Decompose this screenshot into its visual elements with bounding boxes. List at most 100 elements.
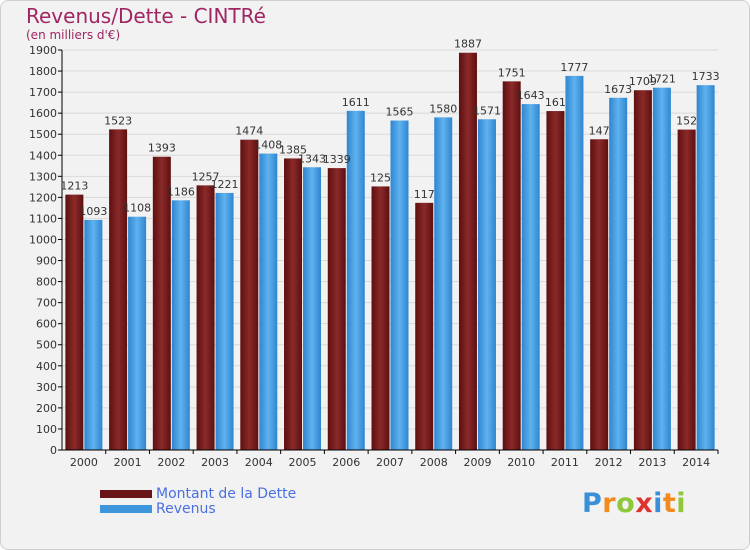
bar-revenus — [84, 219, 103, 450]
data-label-dette: 1887 — [454, 38, 482, 51]
bar-revenus — [259, 153, 278, 450]
bar-dette — [240, 139, 259, 450]
data-label-revenus: 1221 — [211, 178, 239, 191]
x-tick-label: 2014 — [682, 456, 710, 469]
y-tick-label: 600 — [36, 318, 57, 331]
bar-revenus — [696, 85, 715, 450]
logo-letter: P — [582, 488, 603, 519]
x-tick-label: 2012 — [595, 456, 623, 469]
y-tick-label: 1200 — [29, 191, 57, 204]
proxiti-logo: Proxiti — [582, 488, 686, 519]
x-tick-label: 2004 — [245, 456, 273, 469]
bar-dette — [196, 185, 215, 451]
y-tick-label: 1000 — [29, 233, 57, 246]
data-label-revenus: 1093 — [79, 205, 107, 218]
data-label-revenus: 1580 — [429, 102, 457, 115]
logo-letter: r — [602, 488, 617, 519]
bar-dette — [371, 186, 390, 450]
legend-swatch-revenus — [100, 504, 152, 513]
bar-dette — [327, 168, 346, 450]
bar-revenus — [609, 97, 628, 450]
data-label-dette: 1523 — [104, 114, 132, 127]
bar-revenus — [565, 75, 584, 450]
logo-letter: i — [676, 488, 687, 519]
data-label-dette: 152 — [676, 115, 697, 128]
bar-revenus — [477, 119, 496, 451]
data-label-dette: 117 — [414, 188, 435, 201]
bar-dette — [152, 156, 171, 450]
data-label-dette: 125 — [370, 171, 391, 184]
bar-dette — [546, 111, 565, 450]
x-tick-label: 2006 — [332, 456, 360, 469]
y-tick-label: 500 — [36, 339, 57, 352]
data-label-dette: 1385 — [279, 143, 307, 156]
data-label-revenus: 1186 — [167, 185, 195, 198]
x-tick-label: 2013 — [638, 456, 666, 469]
x-tick-label: 2008 — [420, 456, 448, 469]
data-label-revenus: 1108 — [123, 202, 151, 215]
data-label-dette: 1474 — [235, 125, 263, 138]
data-label-dette: 1257 — [192, 170, 220, 183]
bar-dette — [109, 129, 128, 451]
y-tick-label: 1100 — [29, 212, 57, 225]
bar-revenus — [434, 117, 453, 451]
bar-revenus — [215, 192, 234, 450]
bar-revenus — [521, 104, 540, 451]
data-label-dette: 161 — [545, 96, 566, 109]
data-label-dette: 147 — [589, 124, 610, 137]
y-tick-label: 1300 — [29, 170, 57, 183]
x-tick-label: 2005 — [289, 456, 317, 469]
x-tick-label: 2009 — [463, 456, 491, 469]
chart-subtitle: (en milliers d'€) — [26, 28, 121, 42]
data-label-dette: 1393 — [148, 142, 176, 155]
data-label-revenus: 1721 — [648, 73, 676, 86]
y-tick-label: 300 — [36, 381, 57, 394]
legend-swatch-dette — [100, 489, 152, 498]
data-label-revenus: 1733 — [692, 70, 720, 83]
logo-letter: o — [616, 488, 636, 519]
bar-dette — [677, 129, 696, 450]
bars-layer — [65, 52, 715, 451]
bar-revenus — [303, 167, 322, 450]
y-tick-label: 1800 — [29, 65, 57, 78]
y-tick-label: 1600 — [29, 107, 57, 120]
bar-revenus — [346, 110, 365, 450]
y-tick-label: 1900 — [29, 44, 57, 57]
bar-dette — [633, 90, 652, 451]
data-label-revenus: 1343 — [298, 152, 326, 165]
bar-revenus — [390, 120, 409, 451]
data-label-dette: 1213 — [60, 180, 88, 193]
bar-dette — [284, 158, 303, 450]
data-label-dette: 1339 — [323, 153, 351, 166]
y-tick-label: 700 — [36, 297, 57, 310]
bar-revenus — [128, 216, 147, 450]
data-label-revenus: 1611 — [342, 96, 370, 109]
chart-title: Revenus/Dette - CINTRé — [26, 4, 266, 28]
x-tick-label: 2001 — [114, 456, 142, 469]
x-tick-label: 2002 — [157, 456, 185, 469]
bar-dette — [415, 202, 434, 450]
legend-item-dette: Montant de la Dette — [100, 486, 296, 502]
x-tick-label: 2003 — [201, 456, 229, 469]
y-tick-label: 800 — [36, 276, 57, 289]
bar-dette — [458, 52, 477, 450]
bar-dette — [590, 139, 609, 450]
data-label-dette: 1709 — [629, 75, 657, 88]
x-tick-label: 2011 — [551, 456, 579, 469]
data-label-dette: 1751 — [498, 66, 526, 79]
logo-letter: x — [635, 488, 654, 519]
y-tick-label: 200 — [36, 402, 57, 415]
bar-revenus — [171, 200, 190, 450]
y-tick-label: 1700 — [29, 86, 57, 99]
x-tick-label: 2010 — [507, 456, 535, 469]
axis-layer: 0 100 200 300 400 500 600 700 800 900 1000 1100 1200… — [29, 44, 719, 469]
logo-letter: i — [653, 488, 663, 519]
data-label-revenus: 1571 — [473, 104, 501, 117]
data-label-revenus: 1408 — [254, 139, 282, 152]
legend-label-revenus: Revenus — [156, 500, 216, 517]
logo-letter: t — [662, 488, 677, 519]
x-tick-label: 2000 — [70, 456, 98, 469]
data-label-revenus: 1565 — [386, 106, 414, 119]
